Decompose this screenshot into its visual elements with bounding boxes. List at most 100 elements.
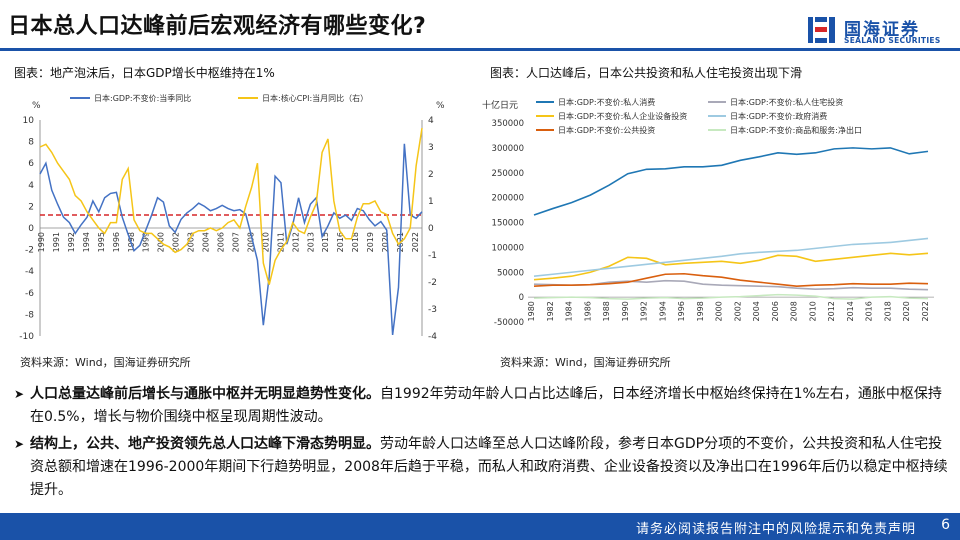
x-tick-label: 2010	[808, 301, 817, 321]
series-line-5	[533, 293, 929, 300]
y-tick-label: 2	[28, 202, 34, 212]
x-tick-label: 2011	[276, 232, 285, 252]
series-line-3	[533, 237, 929, 278]
x-tick-label: 1984	[565, 301, 574, 321]
y2-tick-label: 1	[428, 197, 434, 207]
series-line-0	[533, 147, 929, 216]
gdp-components-chart: 十亿日元 350000 300000 250000 200000 150000 100000…	[482, 97, 934, 328]
y-tick-label: -10	[19, 332, 34, 342]
x-tick-label: 1996	[677, 301, 686, 321]
left-axis-unit: %	[32, 101, 41, 111]
x-tick-label: 1980	[527, 301, 536, 321]
x-tick-label: 2022	[921, 301, 930, 321]
x-tick-label: 2008	[246, 232, 255, 252]
x-tick-label: 2018	[351, 232, 360, 252]
x-tick-label: 2012	[291, 232, 300, 252]
x-tick-label: 1992	[640, 301, 649, 321]
series-line-2	[533, 252, 929, 281]
x-tick-label: 2015	[321, 232, 330, 252]
y2-tick-label: -4	[428, 332, 437, 342]
x-tick-label: 2000	[715, 301, 724, 321]
y2-tick-label: 0	[428, 224, 434, 234]
bullet-text: 自1992年劳动年龄人口占比达峰后，日本经济增长中枢始终保持在1%左右，通胀中枢…	[30, 386, 942, 425]
x-tick-label: 2016	[336, 232, 345, 252]
right-axis-unit: %	[436, 101, 445, 111]
x-tick-label: 2003	[187, 232, 196, 252]
legend-label-1: 日本:GDP:不变价:私人住宅投资	[730, 97, 843, 107]
x-tick-label: 1991	[52, 232, 61, 252]
arrow-bullet-icon: ➤	[14, 437, 25, 451]
footer-bar: 请务必阅读报告附注中的风险提示和免责声明 6	[0, 513, 960, 540]
legend-label-0: 日本:GDP:不变价:私人消费	[558, 97, 655, 107]
x-tick-label: 2004	[752, 301, 761, 321]
y-tick-label: 0	[519, 293, 524, 303]
x-tick-label: 2013	[306, 232, 315, 252]
bullet-text: 劳动年龄人口达峰至总人口达峰阶段，参考日本GDP分项的不变价，公共投资和私人住宅…	[30, 436, 948, 498]
legend-label-3: 日本:GDP:不变价:政府消费	[730, 111, 827, 121]
x-tick-label: 2010	[261, 232, 270, 252]
disclaimer-link[interactable]: 请务必阅读报告附注中的风险提示和免责声明	[635, 522, 916, 537]
x-tick-label: 2018	[883, 301, 892, 321]
legend-label-4: 日本:GDP:不变价:公共投资	[558, 125, 655, 135]
bullet-item: ➤ 人口总量达峰前后增长与通胀中枢并无明显趋势性变化。自1992年劳动年龄人口占…	[14, 383, 949, 429]
y-tick-label: 300000	[492, 144, 524, 154]
y-tick-label: -50000	[494, 318, 524, 328]
y-tick-label: 8	[28, 138, 34, 148]
bullet-bold: 人口总量达峰前后增长与通胀中枢并无明显趋势性变化。	[30, 386, 380, 402]
x-tick-label: 1990	[37, 232, 46, 252]
y-tick-label: 4	[28, 181, 34, 191]
arrow-bullet-icon: ➤	[14, 387, 25, 401]
y2-tick-label: 2	[428, 170, 434, 180]
legend-label-5: 日本:GDP:不变价:商品和服务:净出口	[730, 125, 862, 135]
left-chart-source: 资料来源：Wind，国海证券研究所	[20, 356, 191, 369]
y-tick-label: -2	[25, 246, 34, 256]
title-divider	[0, 48, 960, 51]
x-tick-label: 1986	[583, 301, 592, 321]
x-tick-label: 2020	[902, 301, 911, 321]
y-tick-label: 10	[23, 116, 35, 126]
legend-cpi-label: 日本:核心CPI:当月同比（右）	[262, 93, 368, 103]
x-tick-label: 2007	[231, 232, 240, 252]
x-tick-label: 2002	[172, 232, 181, 252]
x-tick-label: 2002	[733, 301, 742, 321]
y-tick-label: -8	[25, 310, 34, 320]
logo-name-en: SEALAND SECURITIES	[844, 36, 941, 45]
logo-name-cn: 国海证券	[844, 20, 920, 40]
y-tick-label: 200000	[492, 194, 524, 204]
x-tick-label: 1999	[142, 232, 151, 252]
series-cpi-line	[39, 127, 423, 285]
y-tick-label: 6	[28, 159, 34, 169]
y2-tick-label: 4	[428, 116, 434, 126]
right-chart-source: 资料来源：Wind，国海证券研究所	[500, 356, 671, 369]
y2-tick-label: 3	[428, 143, 434, 153]
x-tick-label: 1994	[82, 232, 91, 252]
page-number: 6	[941, 517, 950, 533]
y-tick-label: 350000	[492, 119, 524, 129]
x-tick-label: 1995	[97, 232, 106, 252]
y-tick-label: 50000	[497, 268, 524, 278]
x-tick-label: 2008	[790, 301, 799, 321]
bullet-item: ➤ 结构上，公共、地产投资领先总人口达峰下滑态势明显。劳动年龄人口达峰至总人口达…	[14, 433, 949, 502]
bullet-list: ➤ 人口总量达峰前后增长与通胀中枢并无明显趋势性变化。自1992年劳动年龄人口占…	[14, 383, 949, 506]
x-tick-label: 2019	[366, 232, 375, 252]
y-tick-label: 150000	[492, 219, 524, 229]
y2-tick-label: -1	[428, 251, 437, 261]
sealand-logo-icon	[808, 17, 835, 43]
x-tick-label: 1992	[67, 232, 76, 252]
x-tick-label: 1996	[112, 232, 121, 252]
y2-tick-label: -3	[428, 305, 437, 315]
x-tick-label: 2006	[217, 232, 226, 252]
x-tick-label: 2006	[771, 301, 780, 321]
y-tick-label: 250000	[492, 169, 524, 179]
legend-label-2: 日本:GDP:不变价:私人企业设备投资	[558, 111, 687, 121]
x-tick-label: 1982	[546, 301, 555, 321]
y-tick-label: 0	[28, 224, 34, 234]
series-gdp-line	[39, 143, 423, 336]
y-tick-label: 100000	[492, 243, 524, 253]
y-tick-label: -4	[25, 267, 34, 277]
y2-tick-label: -2	[428, 278, 437, 288]
x-tick-label: 2020	[381, 232, 390, 252]
x-tick-label: 1998	[696, 301, 705, 321]
